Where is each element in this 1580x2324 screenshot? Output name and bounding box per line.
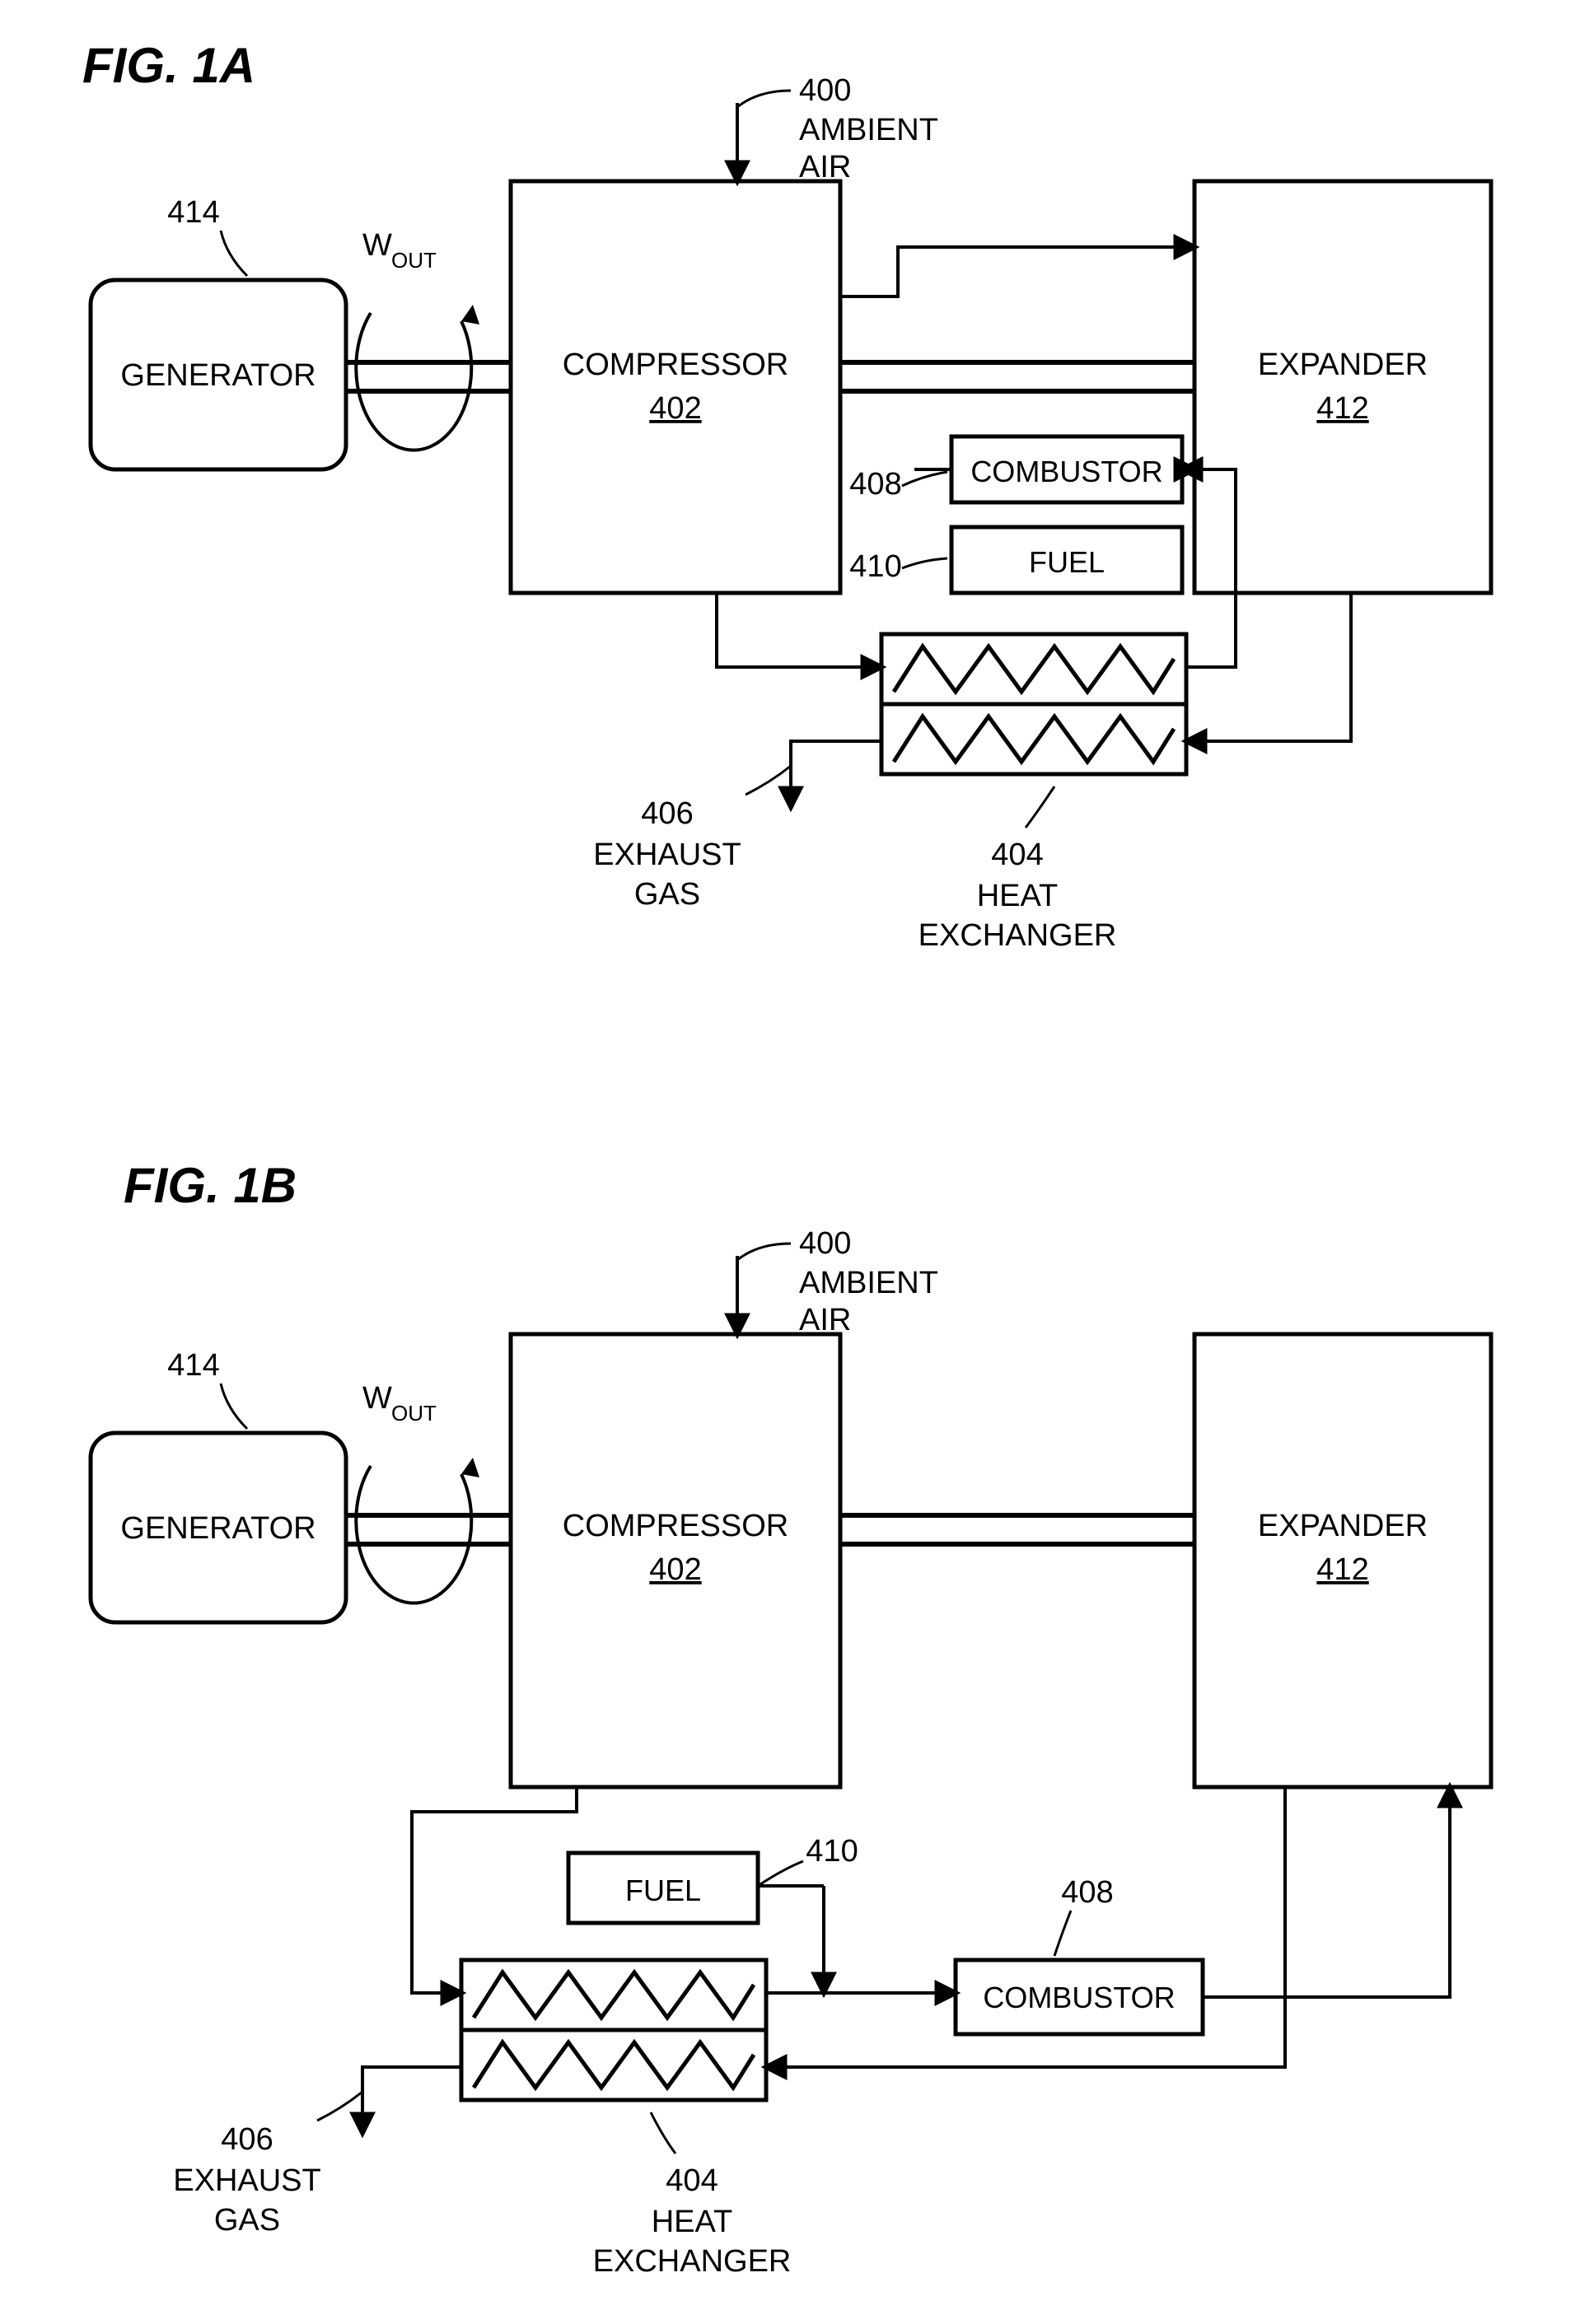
ambient-air-l2-b: AIR (799, 1303, 851, 1337)
combustor-ref-b: 408 (1061, 1875, 1113, 1910)
generator-ref: 414 (167, 195, 219, 230)
exhaust-leader-b (317, 2092, 362, 2121)
combustor-label: COMBUSTOR (970, 455, 1162, 488)
flow-comp-to-hx (717, 593, 881, 667)
compressor-ref: 402 (649, 391, 701, 426)
generator-leader (221, 231, 247, 276)
expander-label: EXPANDER (1258, 348, 1428, 382)
combustor-ref: 408 (849, 467, 901, 502)
compressor-box (511, 181, 840, 593)
hx-l2: EXCHANGER (919, 918, 1117, 953)
wout-rotation (356, 313, 471, 450)
hx-l2-b: EXCHANGER (593, 2244, 792, 2279)
hx-l1: HEAT (977, 879, 1059, 913)
wout-out-b: OUT (391, 1401, 437, 1426)
exhaust-l2-b: GAS (214, 2203, 280, 2238)
generator-leader-b (221, 1384, 247, 1429)
fuel-leader-b (758, 1861, 803, 1886)
ambient-air-leader-b (737, 1244, 791, 1260)
fuel-leader (902, 558, 947, 568)
flow-comp-to-exp (840, 247, 1194, 296)
fig1b-title: FIG. 1B (124, 1158, 297, 1213)
compressor-ref-b: 402 (649, 1552, 701, 1587)
exhaust-l1: EXHAUST (593, 838, 741, 872)
expander-label-b: EXPANDER (1258, 1509, 1428, 1543)
fuel-ref: 410 (849, 549, 901, 584)
fig-1a: FIG. 1A GENERATOR 414 COMPRESSOR 402 EXP… (82, 38, 1491, 953)
exhaust-leader (746, 766, 791, 795)
wout-rotation-head (461, 305, 479, 324)
fig-1b: FIG. 1B GENERATOR 414 COMPRESSOR 402 EXP… (91, 1158, 1491, 2279)
ambient-air-l1: AMBIENT (799, 113, 938, 147)
wout-rotation-b (356, 1466, 471, 1603)
generator-label-b: GENERATOR (120, 1511, 316, 1546)
exhaust-l1-b: EXHAUST (173, 2163, 320, 2198)
hx-ref-b: 404 (666, 2163, 718, 2198)
flow-comb-to-exp-b (1203, 1787, 1450, 1997)
expander-ref-b: 412 (1316, 1552, 1368, 1587)
combustor-leader-b (1054, 1911, 1071, 1956)
hx-l1-b: HEAT (652, 2205, 733, 2239)
combustor-label-b: COMBUSTOR (983, 1981, 1175, 2014)
expander-ref: 412 (1316, 391, 1368, 426)
exhaust-ref-b: 406 (221, 2122, 273, 2157)
combustor-leader (902, 472, 947, 486)
flow-hx-to-exhaust-b (362, 2067, 461, 2133)
generator-label: GENERATOR (120, 358, 316, 393)
ambient-air-ref-b: 400 (799, 1226, 851, 1261)
compressor-label-b: COMPRESSOR (563, 1509, 788, 1543)
wout-out: OUT (391, 248, 437, 273)
ambient-air-ref: 400 (799, 73, 851, 108)
fuel-label-b: FUEL (625, 1874, 701, 1907)
ambient-air-leader (737, 91, 791, 107)
hx-ref: 404 (991, 838, 1043, 872)
heat-exchanger (881, 634, 1186, 774)
fuel-label: FUEL (1029, 545, 1105, 579)
exhaust-ref: 406 (641, 796, 693, 831)
flow-hx-to-exhaust (791, 741, 881, 807)
hx-leader-b (651, 2112, 675, 2154)
hx-leader (1026, 786, 1054, 828)
ambient-air-l2: AIR (799, 150, 851, 184)
heat-exchanger-b (461, 1960, 766, 2100)
fig1a-title: FIG. 1A (82, 38, 255, 93)
wout-rotation-head-b (461, 1458, 479, 1477)
fuel-ref-b: 410 (806, 1834, 858, 1869)
exhaust-l2: GAS (634, 877, 700, 912)
wout-w: W (362, 228, 392, 263)
expander-box (1194, 181, 1491, 593)
wout-w-b: W (362, 1381, 392, 1416)
ambient-air-l1-b: AMBIENT (799, 1266, 938, 1300)
generator-ref-b: 414 (167, 1348, 219, 1383)
compressor-label: COMPRESSOR (563, 348, 788, 382)
